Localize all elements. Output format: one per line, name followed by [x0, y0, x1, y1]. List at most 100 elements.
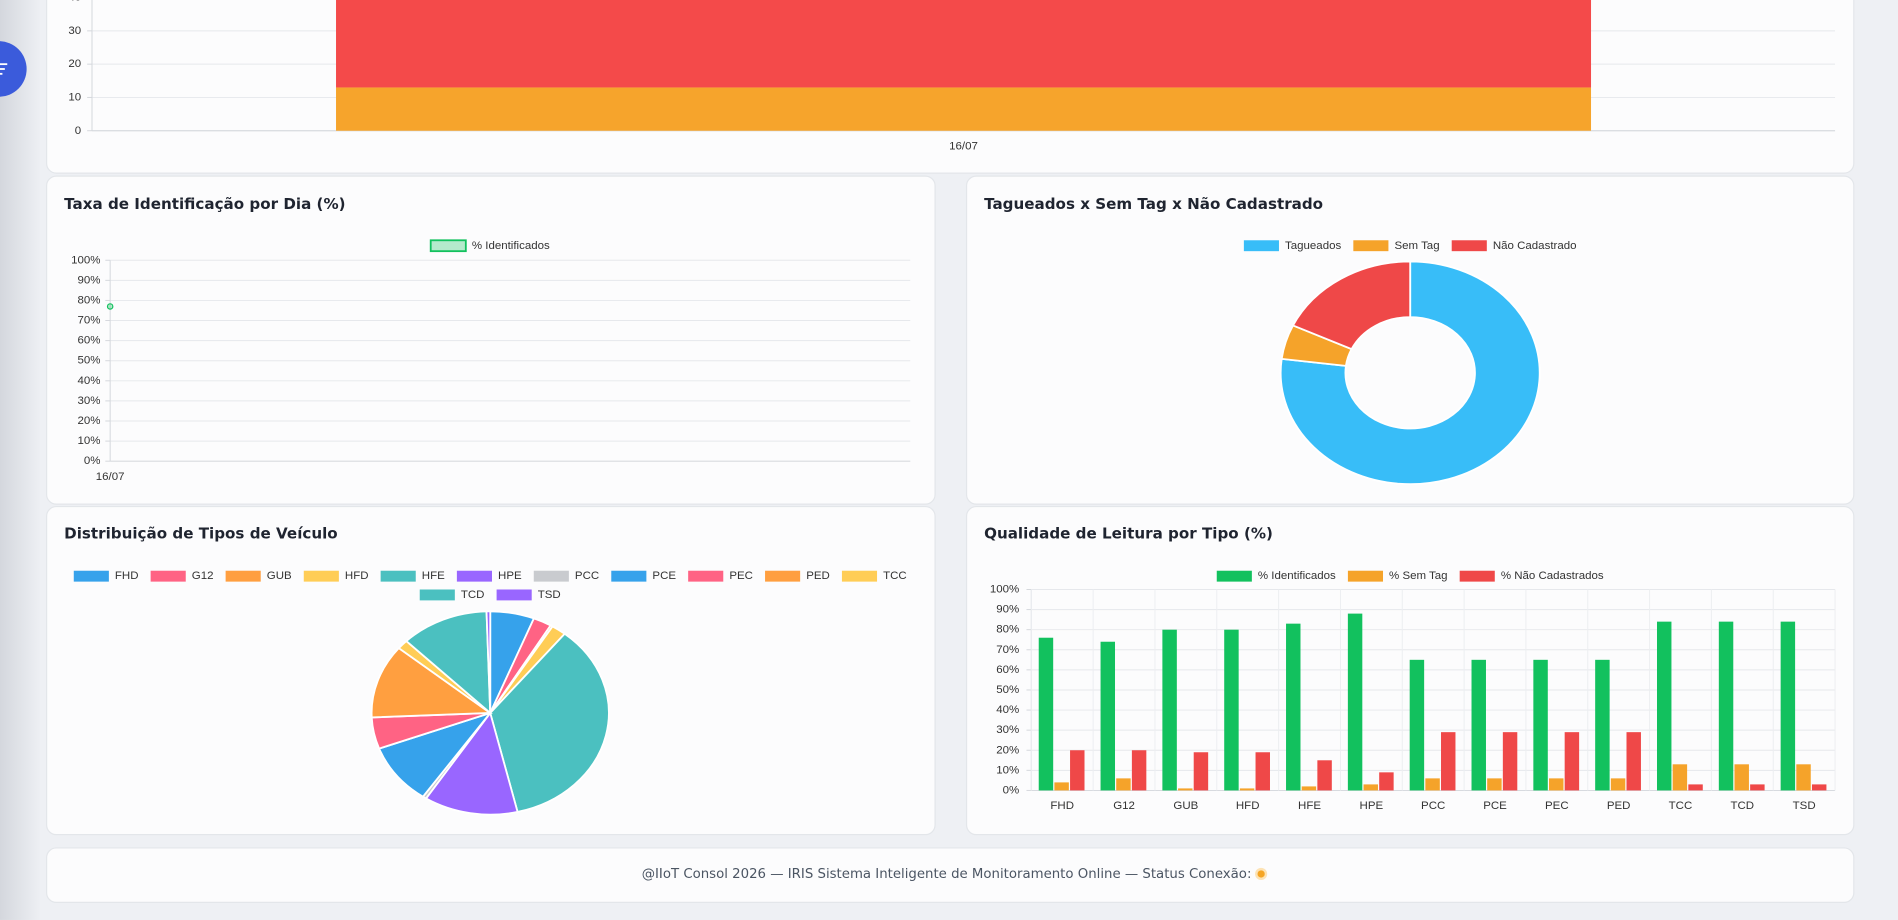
x-tick-label: GUB [1173, 800, 1198, 812]
bar [1070, 750, 1085, 791]
y-tick-label: 30 [68, 25, 81, 37]
bar [1610, 778, 1626, 791]
footer-text: @IIoT Consol 2026 — IRIS Sistema Intelig… [642, 867, 1252, 882]
x-tick-label: PCE [1483, 800, 1507, 812]
bar [1533, 659, 1548, 791]
chart-title: Qualidade de Leitura por Tipo (%) [984, 524, 1273, 542]
y-tick-label: 20% [77, 415, 100, 427]
bar [1363, 784, 1378, 791]
legend-label: HFE [422, 570, 445, 582]
legend-label: GUB [267, 570, 292, 582]
y-tick-label: 50% [77, 355, 100, 367]
x-tick-label: HPE [1360, 800, 1384, 812]
y-tick-label: 40% [996, 704, 1019, 716]
legend-swatch [73, 570, 109, 582]
bar [1595, 659, 1610, 791]
bar-segment [336, 87, 1592, 131]
dashboard-content: @IIoT Consol 2026 — IRIS Sistema Intelig… [0, 0, 1855, 920]
legend-label: Sem Tag [1394, 240, 1439, 252]
legend-label: HPE [498, 570, 522, 582]
legend-swatch [611, 570, 647, 582]
y-tick-label: 80% [996, 624, 1019, 636]
footer-panel [45, 847, 1855, 904]
x-tick-label: PED [1607, 800, 1631, 812]
bar [1379, 772, 1394, 791]
legend-swatch [380, 570, 416, 582]
bar [1131, 750, 1147, 791]
y-tick-label: 60% [77, 335, 100, 347]
bar [1780, 621, 1796, 791]
y-tick-label: 60% [996, 664, 1019, 676]
point [106, 303, 114, 310]
slice [489, 632, 610, 813]
x-tick-label: PEC [1545, 800, 1569, 812]
legend-swatch [429, 239, 467, 253]
panel [965, 175, 1855, 505]
bar [1162, 629, 1177, 791]
legend-label: % Não Cadastrados [1501, 570, 1604, 582]
bar [1038, 637, 1054, 791]
legend-swatch [1243, 240, 1279, 252]
bar [1317, 760, 1332, 791]
y-tick-label: 40 [68, 0, 81, 4]
slice [1279, 260, 1541, 486]
x-tick-label: FHD [1050, 800, 1074, 812]
legend-swatch [1459, 570, 1495, 582]
y-tick-label: 30% [77, 395, 100, 407]
bar [1734, 764, 1749, 791]
menu-button-bg[interactable] [0, 41, 27, 97]
y-tick-label: 20 [68, 58, 81, 70]
legend-label: % Sem Tag [1389, 570, 1448, 582]
y-tick-label: 10% [996, 764, 1019, 776]
bar-segment [336, 0, 1592, 88]
legend-swatch [1451, 240, 1487, 252]
y-tick-label: 40% [77, 375, 100, 387]
legend-swatch [688, 570, 724, 582]
legend-swatch [303, 570, 339, 582]
menu-button[interactable] [0, 41, 27, 97]
bar [1656, 621, 1672, 791]
y-tick-label: 90% [996, 604, 1019, 616]
legend-swatch [496, 589, 532, 601]
legend-swatch [456, 570, 492, 582]
legend-label: PCE [652, 570, 676, 582]
bar [1487, 778, 1502, 791]
y-tick-label: 80% [77, 294, 100, 306]
y-tick-label: 10 [68, 91, 81, 103]
chart-title: Taxa de Identificação por Dia (%) [64, 195, 345, 213]
legend-swatch [150, 570, 186, 582]
y-tick-label: 0% [84, 455, 101, 467]
legend-swatch [533, 570, 569, 582]
y-tick-label: 90% [77, 274, 100, 286]
bar [1178, 788, 1193, 791]
legend-label: PCC [575, 570, 599, 582]
bar [1564, 732, 1580, 791]
bar [1672, 764, 1688, 791]
bar [1054, 782, 1069, 791]
bar [1100, 641, 1116, 791]
legend-label: PED [806, 570, 830, 582]
legend-label: Não Cadastrado [1493, 240, 1577, 252]
legend-label: TCC [883, 570, 907, 582]
legend-swatch [1216, 570, 1252, 582]
legend-label: FHD [115, 570, 139, 582]
y-tick-label: 10% [77, 435, 100, 447]
x-tick-label: PCC [1421, 800, 1445, 812]
bar [1255, 752, 1270, 791]
legend-label: TSD [538, 589, 561, 601]
y-tick-label: 20% [996, 744, 1019, 756]
status-dot [1257, 870, 1265, 878]
bar [1626, 732, 1641, 791]
bar [1796, 764, 1811, 791]
legend-label: TCD [461, 589, 485, 601]
chart-title: Distribuição de Tipos de Veículo [64, 524, 338, 542]
bar [1549, 778, 1564, 791]
chart-title: Tagueados x Sem Tag x Não Cadastrado [984, 195, 1323, 213]
y-tick-label: 100% [71, 254, 100, 266]
x-tick-label: 16/07 [96, 471, 125, 483]
x-tick-label: HFE [1298, 800, 1321, 812]
legend-label: % Identificados [472, 240, 550, 252]
bar [1193, 752, 1209, 791]
legend-label: PEC [729, 570, 753, 582]
